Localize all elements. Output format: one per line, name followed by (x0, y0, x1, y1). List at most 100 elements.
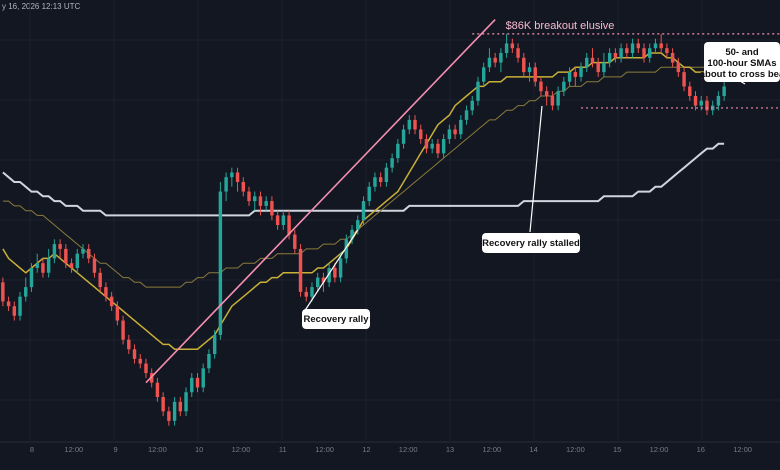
candle-body (127, 339, 131, 350)
candle-body (201, 368, 205, 388)
candle-body (550, 96, 555, 106)
candle-body (258, 196, 263, 206)
x-tick-label: 12:00 (232, 445, 251, 454)
candle-body (132, 349, 137, 359)
candle-body (384, 167, 389, 182)
candle-body (430, 143, 434, 149)
candle-body (178, 401, 183, 412)
candle-body (464, 110, 469, 120)
candle-body (109, 296, 114, 307)
candle-body (522, 57, 526, 73)
callout-recovery-box (302, 309, 370, 329)
candle-body (87, 248, 91, 259)
candle-body (6, 301, 11, 307)
candle-body (350, 229, 354, 240)
candle-body (378, 177, 383, 182)
candle-body (184, 392, 188, 412)
candle-body (688, 86, 692, 96)
candle-body (361, 201, 366, 221)
candle-body (327, 268, 331, 283)
candle-body (659, 43, 663, 49)
candle-body (356, 220, 360, 230)
candle-body (470, 100, 474, 111)
x-tick-label: 13 (446, 445, 454, 454)
x-tick-label: 12:00 (148, 445, 167, 454)
candle-body (527, 67, 532, 73)
candle-body (602, 62, 606, 73)
candle-body (287, 215, 291, 235)
x-tick-label: 12:00 (566, 445, 585, 454)
candle-body (441, 139, 446, 154)
candle-body (35, 263, 39, 268)
candle-body (69, 263, 74, 268)
candle-body (29, 268, 34, 288)
candle-body (81, 248, 85, 254)
candle-body (92, 258, 97, 273)
candle-body (18, 296, 22, 316)
candle-body (212, 334, 217, 354)
candle-body (155, 382, 160, 397)
candle-body (247, 191, 251, 202)
trendline-recovery (145, 19, 496, 384)
candle-body (596, 62, 600, 73)
candle-body (436, 143, 440, 154)
candle-body (281, 215, 286, 225)
callout-stalled-box (482, 233, 580, 253)
candle-body (636, 43, 640, 49)
candle-body (493, 57, 497, 63)
candle-body (144, 363, 148, 374)
candle-body (310, 287, 314, 297)
candle-body (481, 67, 486, 82)
candle-body (516, 48, 520, 58)
candle-body (218, 191, 223, 335)
candle-body (573, 72, 578, 77)
callout-stalled-text: Recovery rally stalled (482, 238, 580, 249)
candle-body (499, 53, 503, 63)
candle-body (1, 282, 5, 302)
candle-body (172, 401, 177, 421)
candle-body (579, 67, 583, 77)
x-tick-label: 11 (279, 445, 287, 454)
candle-body (224, 177, 228, 192)
candle-body (367, 186, 371, 202)
x-tick-label: 15 (613, 445, 621, 454)
candle-body (167, 411, 171, 421)
candle-body (333, 268, 337, 278)
x-tick-label: 16 (697, 445, 705, 454)
candle-body (562, 81, 566, 92)
candle-body (235, 172, 240, 182)
candle-body (321, 277, 326, 283)
callout-sma-cross-box (704, 42, 780, 82)
candle-body (264, 201, 268, 206)
candle-body (716, 96, 721, 106)
pointer-recovery (303, 229, 359, 313)
candle-body (607, 53, 612, 63)
candle-body (344, 239, 349, 259)
candle-body (58, 244, 62, 249)
candle-body (390, 158, 394, 168)
candle-body (722, 86, 726, 96)
candle-body (693, 96, 698, 106)
x-tick-label: 12 (362, 445, 370, 454)
candle-body (161, 397, 165, 412)
candle-body (401, 129, 406, 144)
candle-body (121, 320, 125, 340)
callout-sma-cross-text: 50- and (725, 47, 758, 58)
candle-body (539, 81, 543, 92)
candle-body (46, 258, 51, 273)
x-tick-label: 12:00 (482, 445, 501, 454)
candle-body (625, 48, 629, 53)
candle-body (207, 354, 211, 369)
candle-body (510, 43, 515, 49)
candle-body (419, 129, 423, 139)
x-tick-label: 8 (30, 445, 34, 454)
callout-recovery-text: Recovery rally (304, 314, 370, 325)
candle-body (613, 53, 618, 58)
candle-body (504, 43, 509, 53)
candle-body (533, 67, 537, 82)
candle-body (453, 129, 457, 135)
candle-body (64, 248, 68, 264)
candle-body (670, 53, 675, 63)
candle-body (653, 43, 658, 49)
